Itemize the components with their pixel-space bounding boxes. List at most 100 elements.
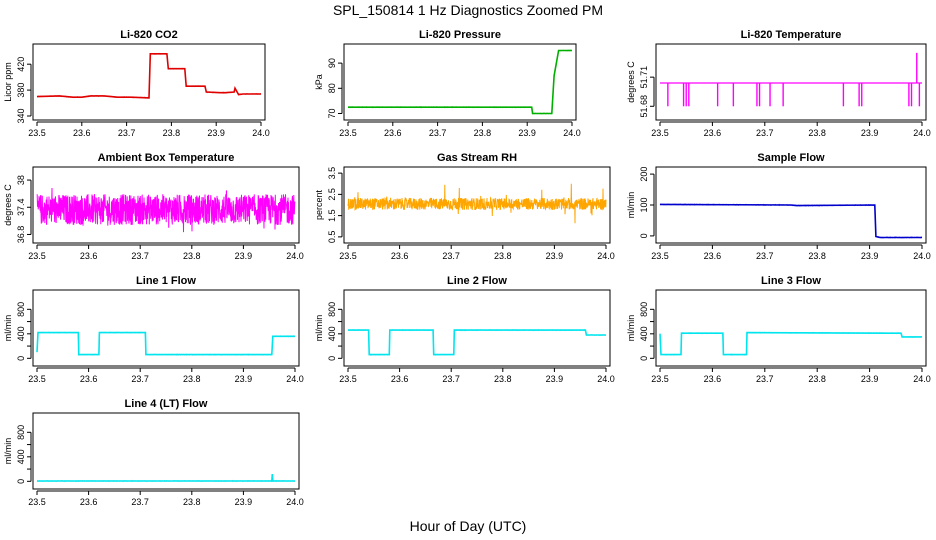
- x-tick-label: 23.7: [756, 128, 774, 138]
- y-tick-label: 400: [16, 326, 26, 341]
- y-tick-label: 0: [639, 233, 649, 238]
- panel-title: Sample Flow: [757, 152, 825, 164]
- x-tick-label: 23.6: [391, 374, 409, 384]
- y-tick-label: 200: [639, 167, 649, 182]
- y-tick-label: 800: [639, 302, 649, 317]
- x-tick-label: 24.0: [913, 251, 931, 261]
- x-tick-label: 23.5: [651, 128, 669, 138]
- y-axis-label: degrees C: [626, 61, 636, 103]
- panel-title: Ambient Box Temperature: [98, 152, 235, 164]
- x-tick-label: 24.0: [286, 497, 304, 507]
- panel-line-1-flow: Line 1 Flow 23.5 23.6 23.7 23.8 23.9 24.0 0 400 8…: [3, 275, 304, 384]
- y-tick-label: 80: [327, 83, 337, 93]
- y-axis-label: ml/min: [314, 315, 324, 342]
- y-tick-label: 1.5: [327, 209, 337, 222]
- figure-x-axis-label: Hour of Day (UTC): [410, 518, 527, 534]
- panel-line-2-flow: Line 2 Flow 23.5 23.6 23.7 23.8 23.9 24.0 0 400 8…: [314, 275, 615, 384]
- panel-li-820-pressure: Li-820 Pressure 23.5 23.6 23.7 23.8 23.9 24.0 7…: [314, 29, 581, 138]
- plot-frame: [343, 43, 577, 121]
- y-tick-label: 3.5: [327, 167, 337, 180]
- y-tick-label: 90: [327, 58, 337, 68]
- y-tick-label: 0: [16, 356, 26, 361]
- panel-li-820-temperature: Li-820 Temperature 23.5 23.6 23.7 23.8 23.9 24…: [626, 29, 931, 138]
- x-tick-label: 23.5: [28, 497, 46, 507]
- y-axis-label: ml/min: [3, 315, 13, 342]
- series-line: [348, 329, 606, 356]
- x-tick-label: 23.9: [546, 251, 564, 261]
- series-line: [36, 187, 296, 233]
- x-tick-label: 23.5: [651, 251, 669, 261]
- x-tick-label: 24.0: [597, 251, 615, 261]
- panel-line-3-flow: Line 3 Flow 23.5 23.6 23.7 23.8 23.9 24.0 0 400 8…: [626, 275, 931, 384]
- plot-frame: [32, 412, 300, 490]
- x-tick-label: 23.8: [474, 128, 492, 138]
- y-axis-label: kPa: [314, 74, 324, 90]
- x-tick-label: 23.5: [651, 374, 669, 384]
- y-tick-label: 38: [16, 175, 26, 185]
- series-line: [37, 473, 295, 482]
- x-tick-label: 23.9: [861, 128, 879, 138]
- x-tick-label: 23.8: [183, 497, 201, 507]
- panel-title: Li-820 Temperature: [741, 29, 842, 41]
- x-tick-label: 23.7: [131, 497, 149, 507]
- x-tick-label: 23.7: [756, 374, 774, 384]
- y-tick-label: 70: [327, 108, 337, 118]
- plot-frame: [343, 289, 611, 367]
- panel-ambient-box-temperature: Ambient Box Temperature 23.5 23.6 23.7 23.8 2…: [3, 152, 304, 261]
- x-tick-label: 23.5: [339, 251, 357, 261]
- x-tick-label: 23.6: [80, 374, 98, 384]
- series-noise: [659, 203, 923, 239]
- x-tick-label: 23.7: [442, 251, 460, 261]
- plot-frame: [343, 166, 611, 244]
- x-tick-label: 23.8: [494, 251, 512, 261]
- x-tick-label: 23.8: [808, 374, 826, 384]
- y-tick-label: 2.5: [327, 188, 337, 201]
- y-tick-label: 37.4: [16, 199, 26, 217]
- plot-frame: [32, 166, 300, 244]
- x-tick-label: 23.8: [808, 128, 826, 138]
- x-tick-label: 23.9: [861, 374, 879, 384]
- y-tick-label: 0: [16, 479, 26, 484]
- x-tick-label: 24.0: [286, 251, 304, 261]
- y-tick-label: 36.8: [16, 226, 26, 244]
- y-tick-label: 420: [16, 57, 26, 72]
- x-tick-label: 23.5: [339, 374, 357, 384]
- y-tick-label: 51.71: [639, 66, 649, 89]
- x-tick-label: 23.8: [183, 374, 201, 384]
- x-tick-label: 23.5: [28, 251, 46, 261]
- y-tick-label: 51.68: [639, 95, 649, 118]
- x-tick-label: 23.9: [518, 128, 536, 138]
- y-axis-label: Licor ppm: [3, 62, 13, 102]
- y-tick-label: 800: [327, 302, 337, 317]
- y-tick-label: 0.5: [327, 231, 337, 244]
- x-tick-label: 24.0: [913, 128, 931, 138]
- y-axis-label: percent: [314, 189, 324, 220]
- x-tick-label: 23.7: [131, 374, 149, 384]
- x-tick-label: 23.7: [131, 251, 149, 261]
- series-line: [659, 203, 922, 239]
- x-tick-label: 23.6: [704, 128, 722, 138]
- plot-frame: [32, 43, 266, 121]
- x-tick-label: 23.9: [235, 251, 253, 261]
- y-tick-label: 400: [16, 449, 26, 464]
- x-tick-label: 23.9: [235, 497, 253, 507]
- y-tick-label: 380: [16, 83, 26, 98]
- x-tick-label: 24.0: [252, 128, 270, 138]
- y-axis-label: ml/min: [626, 315, 636, 342]
- series-noise: [36, 52, 262, 99]
- y-tick-label: 800: [16, 425, 26, 440]
- y-tick-label: 400: [327, 326, 337, 341]
- x-tick-label: 24.0: [286, 374, 304, 384]
- x-tick-label: 23.5: [28, 128, 46, 138]
- y-axis-label: degrees C: [3, 184, 13, 226]
- y-tick-label: 100: [639, 197, 649, 212]
- x-tick-label: 23.5: [28, 374, 46, 384]
- panel-line-4-lt-flow: Line 4 (LT) Flow 23.5 23.6 23.7 23.8 23.9 24.0…: [3, 398, 304, 507]
- x-tick-label: 23.9: [207, 128, 225, 138]
- x-tick-label: 23.6: [391, 251, 409, 261]
- x-tick-label: 23.6: [704, 251, 722, 261]
- x-tick-label: 24.0: [913, 374, 931, 384]
- figure-title: SPL_150814 1 Hz Diagnostics Zoomed PM: [333, 2, 603, 18]
